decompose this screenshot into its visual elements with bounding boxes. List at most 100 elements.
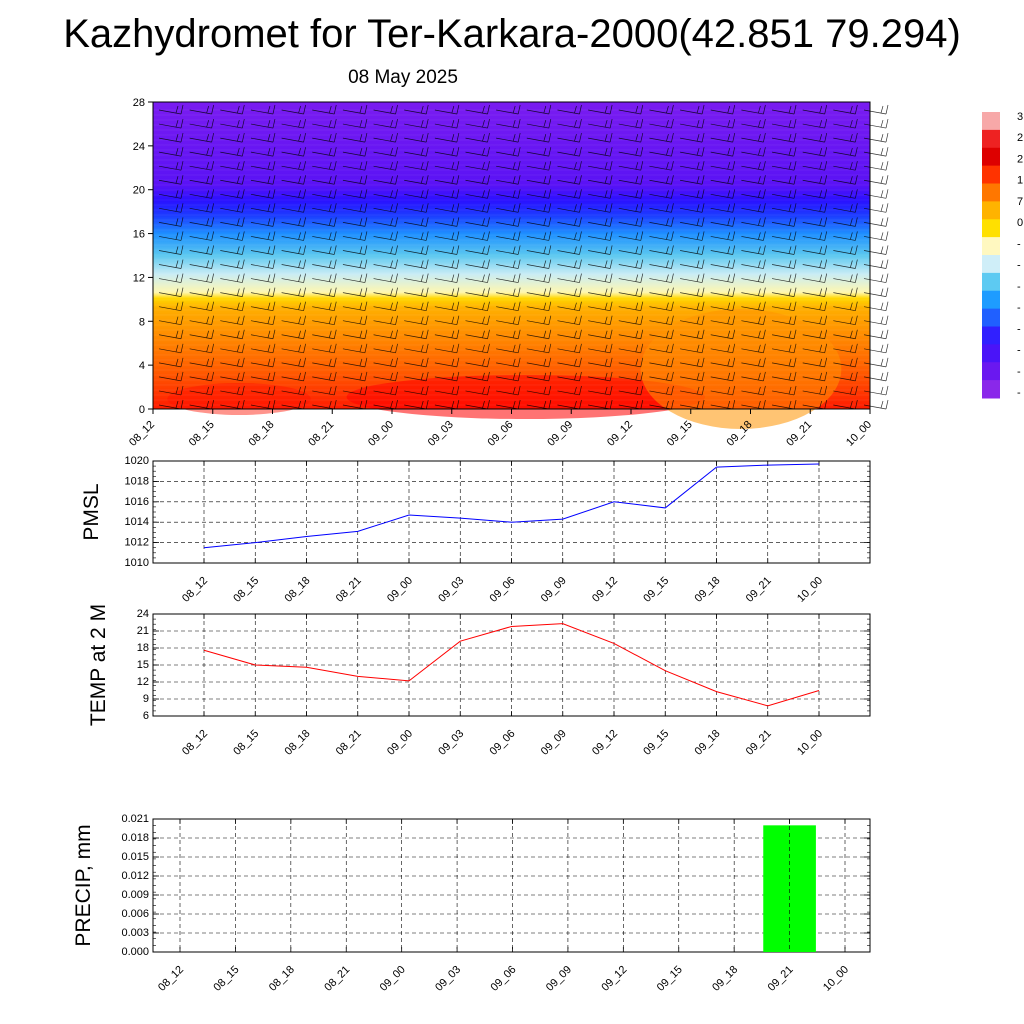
wind-barb — [802, 259, 828, 269]
wind-barb — [158, 371, 184, 382]
wind-barb — [158, 357, 184, 368]
wind-barb — [465, 245, 490, 255]
wind-barb — [526, 287, 552, 297]
y-axis-label: PMSL — [80, 483, 103, 540]
wind-barb — [434, 371, 460, 382]
wind-barb — [710, 231, 736, 241]
wind-barb — [802, 301, 828, 312]
wind-barb — [250, 104, 276, 115]
wind-barb — [649, 273, 674, 283]
wind-barb — [649, 399, 674, 410]
wind-barb — [526, 371, 552, 382]
wind-barb — [220, 147, 245, 157]
wind-barb — [680, 203, 705, 213]
x-tick-label: 09_12 — [599, 964, 629, 994]
colorbar-swatch — [982, 183, 1000, 202]
wind-barb — [802, 175, 828, 185]
wind-barb — [741, 315, 766, 326]
wind-barb — [312, 118, 337, 129]
colorbar-swatch — [982, 290, 1000, 310]
wind-barb — [618, 273, 644, 283]
wind-barb — [189, 399, 214, 410]
colorbar-label: - — [1017, 387, 1021, 399]
wind-barb — [220, 287, 245, 297]
wind-barb — [158, 118, 184, 129]
wind-barb — [649, 104, 674, 115]
wind-barb — [281, 175, 306, 185]
wind-barb — [189, 259, 214, 269]
wind-barb — [649, 217, 674, 227]
wind-barb — [281, 133, 306, 143]
colorbar-label: - — [1017, 323, 1021, 335]
wind-barb — [588, 343, 613, 354]
wind-barb — [220, 399, 245, 410]
y-tick-label: 4 — [139, 360, 145, 372]
wind-barb — [465, 329, 490, 340]
wind-barb — [342, 357, 368, 368]
x-tick-label: 09_18 — [693, 728, 723, 758]
wind-barb — [158, 287, 184, 297]
wind-barb — [833, 203, 858, 213]
wind-barb — [833, 161, 858, 171]
y-axis-label: TEMP at 2 M — [87, 604, 110, 726]
wind-barb — [496, 273, 521, 283]
wind-barb — [833, 371, 858, 382]
wind-barb — [588, 133, 613, 143]
wind-barb — [373, 329, 398, 340]
wind-barb — [158, 273, 184, 283]
wind-barb — [618, 161, 644, 171]
wind-barb — [680, 161, 705, 171]
colorbar: 3 2 2 1 7 0 - - - - - - - - — [982, 111, 1023, 399]
wind-barb — [342, 203, 368, 213]
wind-barb — [710, 385, 736, 396]
wind-barb — [373, 385, 398, 396]
wind-barb — [680, 287, 705, 297]
wind-barb — [189, 245, 214, 255]
wind-barb — [220, 231, 245, 241]
wind-barb — [281, 147, 306, 157]
wind-barb — [863, 147, 889, 157]
wind-barb — [189, 231, 214, 241]
warm-core — [346, 375, 706, 419]
wind-barb — [680, 189, 705, 199]
wind-barb — [557, 245, 582, 255]
wind-barb — [373, 343, 398, 354]
wind-barb — [342, 399, 368, 410]
x-tick-label: 09_00 — [366, 419, 396, 449]
wind-barb — [496, 231, 521, 241]
wind-barb — [404, 175, 429, 185]
wind-barb — [863, 343, 889, 354]
wind-barb — [618, 133, 644, 143]
wind-barb — [312, 385, 337, 396]
wind-barb — [618, 104, 644, 115]
wind-barb — [680, 371, 705, 382]
wind-barb — [618, 287, 644, 297]
wind-barb — [802, 118, 828, 129]
wind-barb — [342, 104, 368, 115]
wind-barb — [281, 343, 306, 354]
chart-date: 08 May 2025 — [348, 67, 458, 88]
wind-barb — [557, 371, 582, 382]
colorbar-swatch — [982, 129, 1000, 149]
wind-barb — [342, 371, 368, 382]
wind-barb — [588, 161, 613, 171]
wind-barb — [189, 147, 214, 157]
wind-barb — [710, 133, 736, 143]
wind-barb — [863, 315, 889, 326]
wind-barb — [618, 259, 644, 269]
wind-barb — [158, 189, 184, 199]
precip-panel: 0.000 0.003 0.006 0.009 0.012 0.015 0.018 0.021… — [72, 813, 871, 994]
wind-barb — [741, 245, 766, 255]
x-tick-label: 09_18 — [693, 575, 723, 605]
wind-barb — [158, 231, 184, 241]
wind-barb — [618, 147, 644, 157]
wind-barb — [802, 245, 828, 255]
wind-barb — [434, 161, 460, 171]
x-tick-label: 08_21 — [334, 728, 364, 758]
wind-barb — [220, 259, 245, 269]
y-tick-label: 1018 — [125, 475, 149, 487]
x-tick-label: 08_18 — [283, 575, 313, 605]
wind-barb — [833, 147, 858, 157]
wind-barb — [342, 343, 368, 354]
wind-barb — [710, 315, 736, 326]
